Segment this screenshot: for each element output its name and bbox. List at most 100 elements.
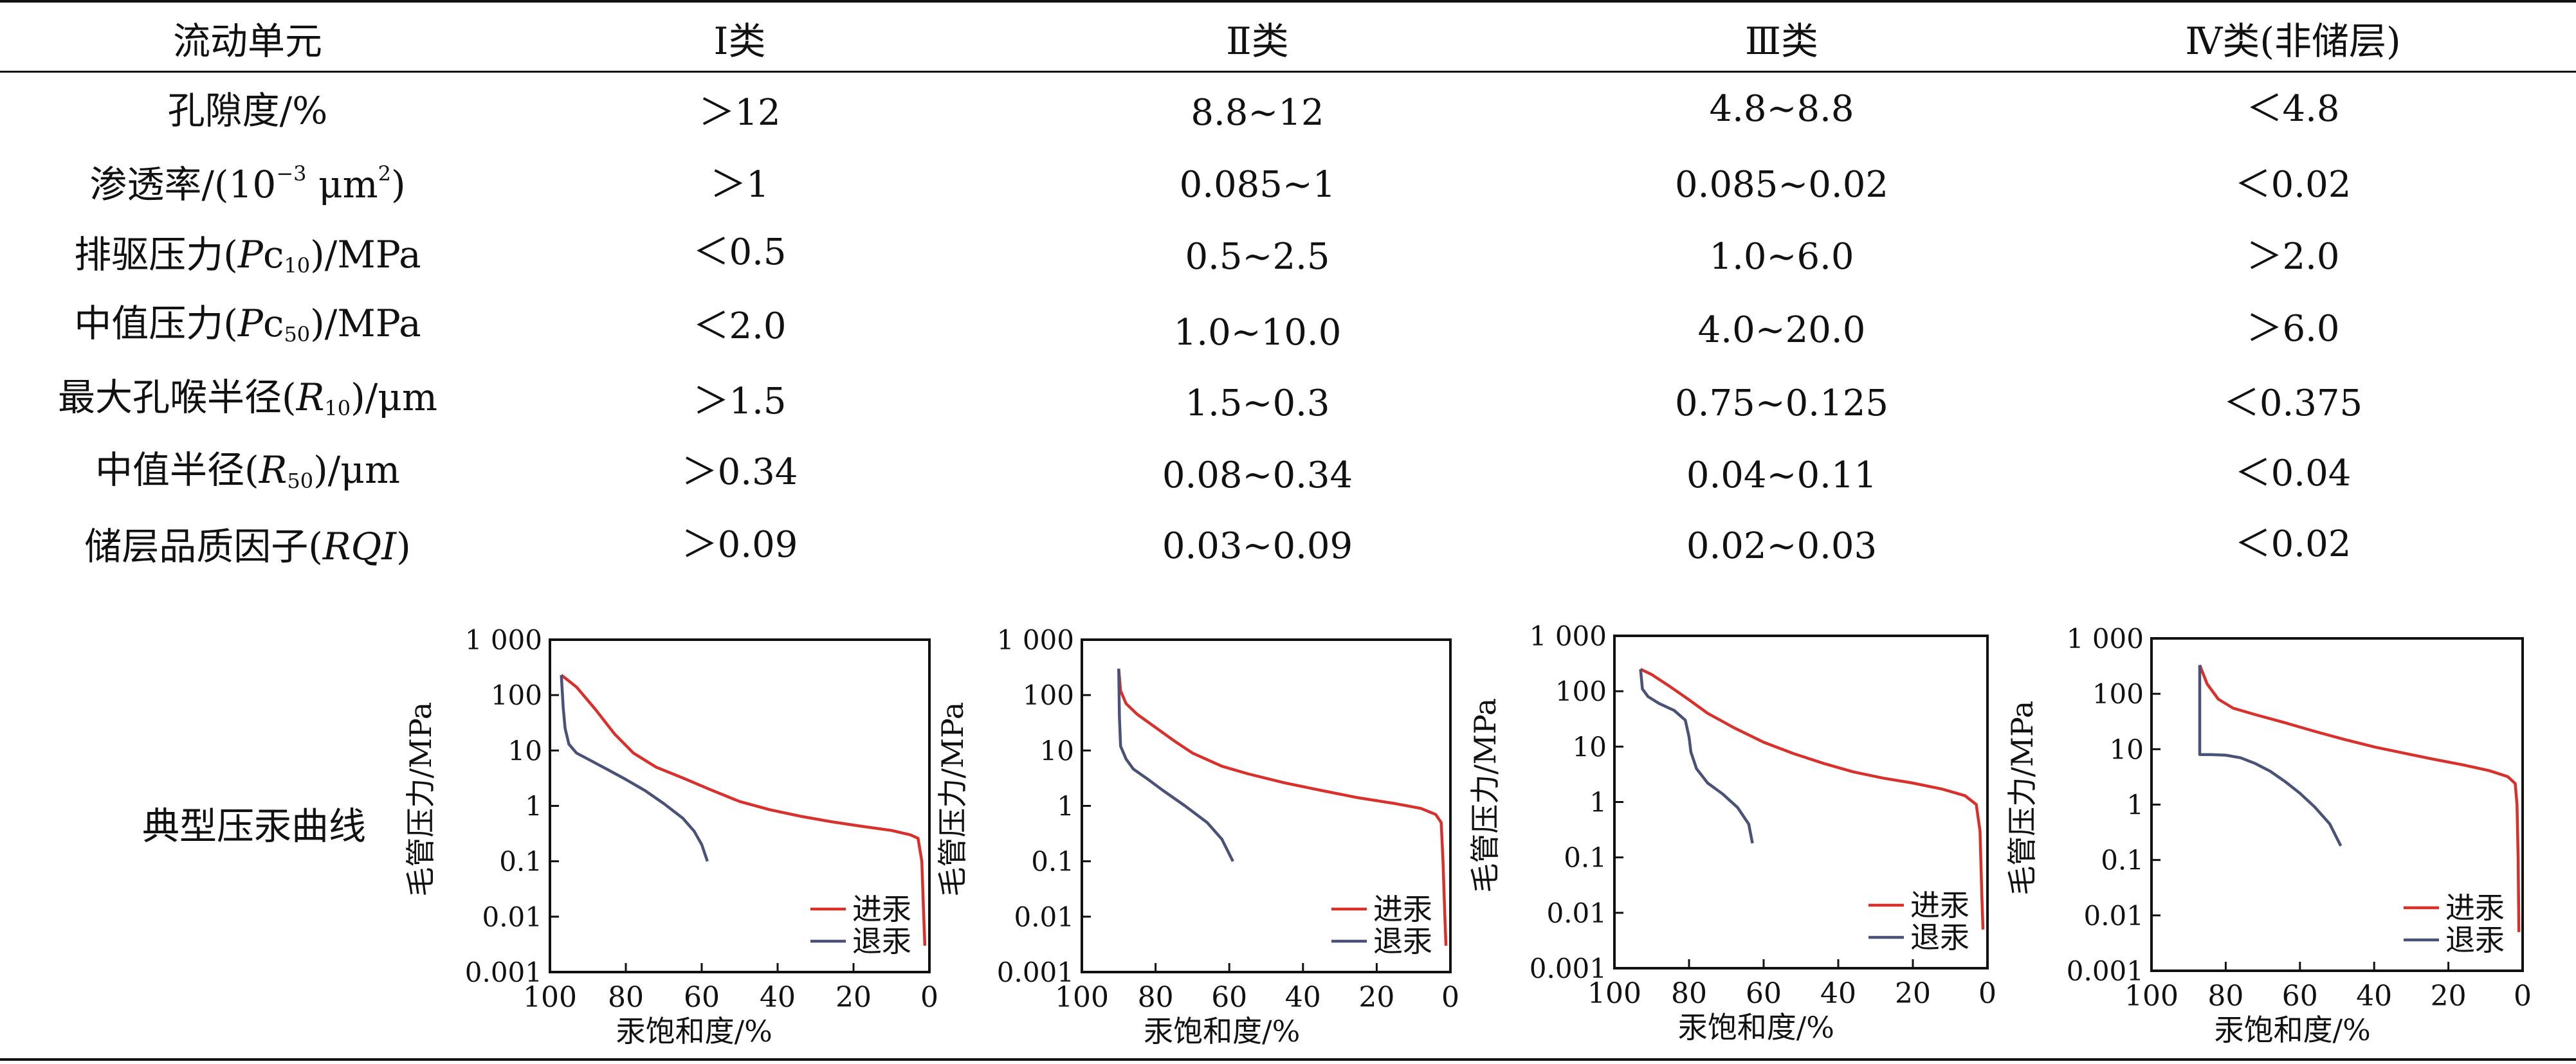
header-class-2: Ⅱ类	[1226, 19, 1289, 63]
header-class-3: Ⅲ类	[1745, 19, 1818, 63]
x-tick-label: 0	[1978, 977, 1996, 1010]
table-bottom-rule	[0, 1058, 2576, 1061]
extrusion-curve	[2198, 665, 2343, 847]
table-cell: ＜2.0	[693, 305, 787, 347]
x-tick-label: 20	[1895, 977, 1931, 1010]
table-cell: ＞12	[699, 92, 781, 134]
table-cell: ＜0.04	[2234, 453, 2352, 494]
table-cell: 4.8~8.8	[1709, 88, 1854, 130]
row-label-typical-curves: 典型压汞曲线	[142, 804, 367, 848]
legend-label: 退汞	[2445, 923, 2505, 957]
row-label-displacement-pressure: 排驱压力(Pc10)/MPa	[74, 233, 421, 278]
x-tick-label: 100	[2124, 980, 2179, 1013]
x-tick-label: 40	[2356, 980, 2392, 1013]
x-tick-label: 0	[2514, 980, 2532, 1013]
x-tick-label: 100	[1055, 981, 1109, 1014]
y-tick-label: 1 000	[1530, 620, 1607, 652]
table-cell: ＜0.02	[2234, 523, 2352, 565]
y-tick-label: 0.1	[1564, 842, 1607, 874]
y-tick-label: 0.1	[499, 846, 542, 878]
y-tick-label: 100	[2092, 678, 2144, 710]
x-tick-label: 0	[1441, 981, 1459, 1014]
table-header-rule	[0, 71, 2576, 73]
row-label-median-radius: 中值半径(R50)/μm	[95, 448, 400, 493]
x-axis-label: 汞饱和度/%	[616, 1014, 772, 1049]
x-tick-label: 60	[1211, 981, 1247, 1014]
table-top-rule	[0, 0, 2576, 3]
y-tick-label: 10	[1040, 735, 1074, 766]
y-tick-label: 0.01	[482, 901, 542, 933]
table-cell: 1.0~10.0	[1173, 312, 1342, 354]
x-tick-label: 80	[1671, 977, 1707, 1010]
legend-label: 进汞	[852, 892, 911, 926]
intrusion-curve	[560, 674, 927, 946]
row-label-median-pressure: 中值压力(Pc50)/MPa	[74, 302, 421, 347]
table-cell: ＞1	[710, 164, 769, 206]
y-axis-label: 毛管压力/MPa	[2005, 701, 2040, 896]
x-tick-label: 20	[836, 981, 872, 1014]
y-tick-label: 0.001	[997, 957, 1074, 988]
row-label-rqi: 储层品质因子(RQI)	[84, 525, 411, 568]
header-class-4: Ⅳ类(非储层)	[2185, 19, 2401, 63]
x-tick-label: 0	[920, 981, 938, 1014]
x-tick-label: 60	[1746, 977, 1782, 1010]
y-tick-label: 100	[491, 680, 542, 711]
y-tick-label: 1	[2126, 789, 2144, 821]
table-cell: 0.5~2.5	[1185, 236, 1330, 278]
table-cell: 0.75~0.125	[1675, 383, 1888, 424]
table-cell: 1.0~6.0	[1709, 236, 1854, 278]
table-cell: ＞0.09	[681, 524, 798, 566]
table-cell: 0.02~0.03	[1686, 525, 1877, 567]
table-cell: ＞1.5	[693, 381, 787, 422]
table-cell: 1.5~0.3	[1185, 383, 1330, 424]
x-tick-label: 100	[1587, 977, 1641, 1010]
x-tick-label: 80	[1138, 981, 1174, 1014]
table-cell: ＜0.375	[2223, 383, 2363, 424]
y-tick-label: 100	[1555, 676, 1607, 707]
legend-label: 退汞	[1373, 924, 1432, 959]
x-tick-label: 60	[2282, 980, 2318, 1013]
legend-label: 进汞	[1373, 892, 1432, 926]
x-tick-label: 80	[608, 981, 644, 1014]
table-cell: 0.08~0.34	[1162, 455, 1353, 496]
y-tick-label: 0.001	[2067, 955, 2144, 987]
legend-label: 退汞	[852, 924, 911, 959]
extrusion-curve	[560, 674, 709, 862]
extrusion-curve	[1639, 669, 1754, 844]
x-tick-label: 40	[760, 981, 796, 1014]
table-cell: ＜4.8	[2246, 88, 2340, 130]
header-flow-unit: 流动单元	[172, 19, 323, 63]
y-tick-label: 0.01	[1014, 901, 1074, 933]
y-tick-label: 10	[1573, 731, 1607, 762]
y-axis-label: 毛管压力/MPa	[935, 702, 970, 897]
legend-label: 退汞	[1910, 920, 1969, 955]
x-tick-label: 100	[523, 981, 577, 1014]
x-tick-label: 40	[1285, 981, 1321, 1014]
table-cell: 4.0~20.0	[1697, 309, 1866, 351]
table-cell: ＜0.02	[2234, 164, 2352, 206]
legend-label: 进汞	[2445, 890, 2505, 925]
x-axis-label: 汞饱和度/%	[1144, 1014, 1300, 1049]
header-class-1: Ⅰ类	[713, 19, 766, 63]
y-tick-label: 1	[525, 791, 542, 822]
table-cell: ＞0.34	[681, 451, 798, 493]
y-tick-label: 1 000	[2067, 623, 2144, 654]
table-cell: 0.085~0.02	[1675, 164, 1888, 206]
y-tick-label: 1	[1057, 791, 1074, 822]
y-tick-label: 0.01	[2083, 900, 2144, 932]
legend-label: 进汞	[1910, 888, 1969, 923]
y-tick-label: 0.001	[465, 957, 542, 988]
table-cell: ＞6.0	[2246, 308, 2340, 350]
table-cell: 0.04~0.11	[1686, 455, 1877, 496]
y-tick-label: 0.1	[2101, 845, 2144, 876]
intrusion-curve	[1117, 668, 1448, 946]
x-axis-label: 汞饱和度/%	[2215, 1013, 2371, 1047]
x-tick-label: 60	[684, 981, 720, 1014]
intrusion-curve	[1640, 667, 1985, 930]
extrusion-curve	[1117, 669, 1234, 862]
y-tick-label: 0.01	[1546, 897, 1607, 929]
row-label-permeability: 渗透率/(10−3 μm2)	[89, 161, 406, 206]
x-axis-label: 汞饱和度/%	[1678, 1010, 1834, 1045]
table-cell: 0.03~0.09	[1162, 525, 1353, 567]
